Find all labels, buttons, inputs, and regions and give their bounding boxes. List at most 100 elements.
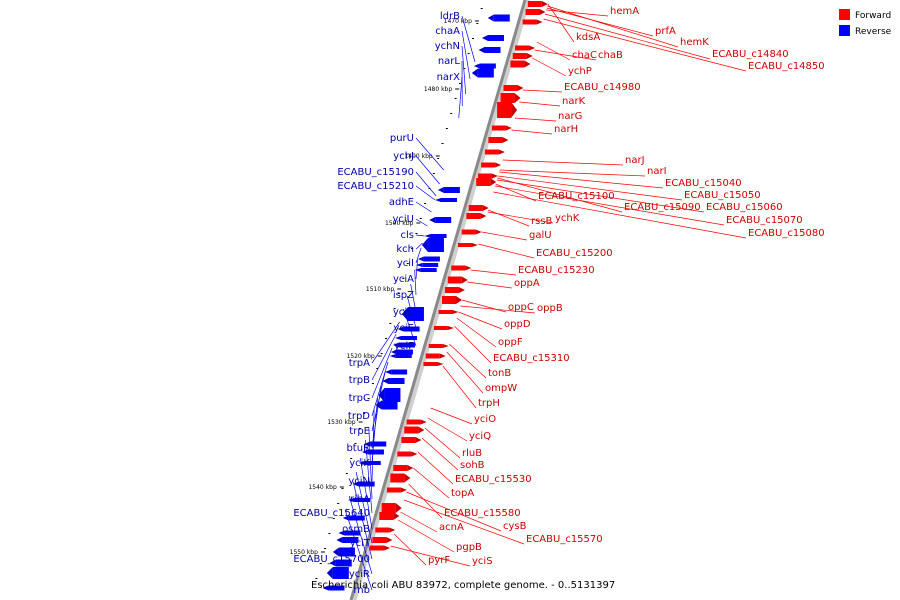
reverse-feature-arrow — [326, 567, 333, 579]
reverse-feature — [484, 47, 501, 53]
forward-feature — [406, 419, 421, 425]
forward-feature-arrow — [524, 60, 531, 68]
tick-dot — [363, 413, 366, 414]
reverse-feature-arrow — [437, 187, 444, 193]
genome-backbone-shadow — [351, 0, 531, 600]
gene-label-ecabu-c14980: ECABU_c14980 — [564, 82, 641, 93]
forward-label-line — [522, 89, 563, 93]
forward-label-line — [413, 467, 450, 499]
gene-label-osmb: osmB — [342, 524, 370, 535]
gene-label-btur: btuR — [346, 443, 370, 454]
forward-label-line — [497, 175, 683, 201]
gene-label-hema: hemA — [610, 6, 639, 17]
gene-label-ycif: yciF — [394, 341, 414, 352]
gene-label-ecabu-c15190: ECABU_c15190 — [337, 167, 414, 178]
forward-feature — [515, 45, 530, 51]
forward-feature-arrow — [420, 419, 427, 425]
forward-label-line — [393, 533, 427, 566]
forward-label-line — [532, 57, 567, 77]
gene-label-oppb: oppB — [537, 303, 563, 314]
forward-label-line — [456, 317, 497, 348]
gene-label-ecabu-c14850: ECABU_c14850 — [748, 61, 825, 72]
gene-label-topa: topA — [451, 488, 474, 499]
reverse-feature — [479, 63, 496, 69]
tick-dot — [415, 233, 418, 234]
forward-label-line — [546, 9, 609, 17]
tick-dot — [419, 218, 422, 219]
forward-feature — [491, 125, 506, 131]
reverse-feature — [487, 35, 504, 41]
gene-label-ecabu-c15090: ECABU_c15090 — [624, 202, 701, 213]
forward-feature — [484, 149, 499, 155]
gene-label-puru: purU — [390, 133, 414, 144]
tick-dot — [315, 578, 318, 579]
tick-label: 1540 kbp — [308, 484, 336, 491]
gene-label-chab: chaB — [598, 50, 623, 61]
forward-feature — [481, 162, 496, 168]
reverse-feature — [493, 14, 510, 22]
tick-dot — [402, 278, 405, 279]
reverse-feature-arrow — [392, 342, 399, 348]
tick-dot — [328, 533, 331, 534]
gene-label-ycik: yciK — [349, 458, 370, 469]
reverse-feature — [391, 369, 408, 375]
reverse-feature-arrow — [361, 449, 368, 455]
tick-dot — [458, 83, 461, 84]
forward-feature-arrow — [456, 296, 462, 304]
forward-features — [370, 1, 548, 551]
reverse-feature — [427, 238, 444, 252]
forward-feature — [457, 243, 472, 247]
forward-feature-arrow — [514, 93, 521, 103]
forward-label-line — [460, 305, 536, 314]
reverse-feature-arrow — [478, 47, 485, 53]
forward-feature — [451, 265, 466, 271]
gene-label-cls: cls — [401, 230, 415, 241]
gene-label-cysb: cysB — [503, 521, 527, 532]
forward-label-line — [495, 185, 725, 226]
gene-label-ecabu-c15080: ECABU_c15080 — [748, 228, 825, 239]
forward-feature-arrow — [471, 243, 478, 247]
reverse-feature — [358, 481, 375, 487]
tick-dot — [319, 563, 322, 564]
forward-feature — [390, 473, 405, 483]
reverse-label-line — [371, 321, 400, 364]
gene-label-ycis: yciS — [472, 556, 493, 567]
forward-label-line — [403, 499, 525, 545]
tick-dot — [471, 38, 474, 39]
reverse-feature-arrow — [338, 530, 345, 536]
forward-feature — [379, 512, 394, 520]
reverse-feature — [328, 585, 345, 591]
forward-feature-arrow — [517, 85, 524, 91]
forward-feature-arrow — [439, 353, 446, 359]
gene-label-galu: galU — [529, 230, 552, 241]
gene-label-kch: kch — [396, 244, 414, 255]
gene-label-ompw: ompW — [485, 383, 517, 394]
reverse-feature-arrow — [352, 481, 359, 487]
reverse-feature-arrow — [378, 388, 385, 402]
genome-caption: Escherichia coli ABU 83972, complete gen… — [311, 580, 615, 591]
forward-feature — [444, 287, 459, 293]
tick-marks: 1470 kbp 1480 kbp 1490 kbp 1500 kbp 1510 kbp… — [290, 18, 479, 556]
forward-feature-arrow — [536, 19, 543, 25]
gene-label-ecabu-c15060: ECABU_c15060 — [706, 202, 783, 213]
reverse-feature — [407, 307, 424, 321]
forward-label-line — [461, 299, 507, 313]
reverse-feature — [344, 530, 361, 536]
forward-label-line — [446, 351, 484, 394]
tick-dot — [358, 428, 361, 429]
forward-label-line — [481, 231, 528, 241]
reverse-feature-arrow — [348, 498, 354, 502]
reverse-feature — [398, 342, 415, 348]
forward-feature-arrow — [458, 287, 465, 293]
forward-label-line — [454, 325, 492, 364]
forward-feature-arrow — [389, 527, 396, 533]
legend-reverse-swatch — [839, 25, 850, 36]
reverse-label-line — [461, 15, 476, 63]
reverse-feature-arrow — [394, 336, 401, 340]
forward-label-line — [519, 101, 561, 107]
forward-feature — [466, 213, 481, 219]
forward-feature — [500, 93, 515, 103]
reverse-feature-arrow — [385, 369, 392, 375]
forward-label-line — [424, 427, 461, 459]
tick-dot — [467, 53, 470, 54]
